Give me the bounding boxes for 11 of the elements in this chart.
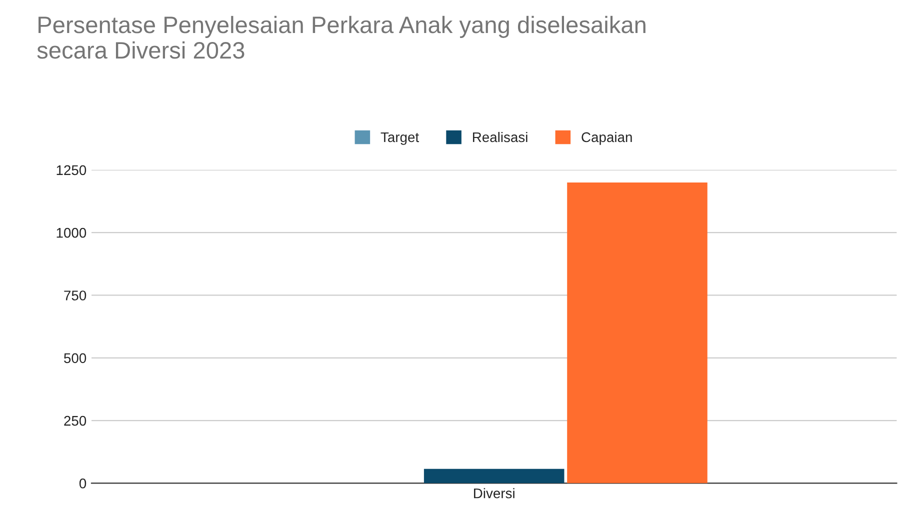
y-tick-label: 1250 bbox=[56, 165, 86, 176]
legend-label: Target bbox=[380, 132, 419, 145]
legend-label: Realisasi bbox=[472, 132, 528, 142]
legend-label: Capaian bbox=[582, 132, 632, 145]
y-tick-label: 1000 bbox=[56, 228, 86, 238]
y-tick-label: 250 bbox=[64, 416, 86, 426]
y-tick-label: 0 bbox=[79, 478, 86, 488]
y-tick-label: 750 bbox=[64, 290, 86, 300]
x-tick-label: Diversi bbox=[474, 488, 514, 498]
y-tick-label: 500 bbox=[64, 353, 86, 364]
chart-title: Persentase Penyelesaian Perkara Anak yang diselesaikan secara Diversi 2023 bbox=[37, 16, 646, 59]
